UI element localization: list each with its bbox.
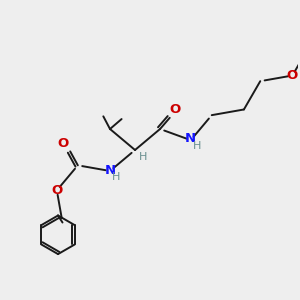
Text: N: N xyxy=(104,164,116,178)
Text: O: O xyxy=(169,103,180,116)
Text: H: H xyxy=(112,172,121,182)
Text: O: O xyxy=(51,184,62,197)
Text: O: O xyxy=(287,69,298,82)
Text: H: H xyxy=(139,152,148,161)
Text: H: H xyxy=(193,140,202,151)
Text: N: N xyxy=(185,132,196,145)
Text: O: O xyxy=(58,137,69,151)
